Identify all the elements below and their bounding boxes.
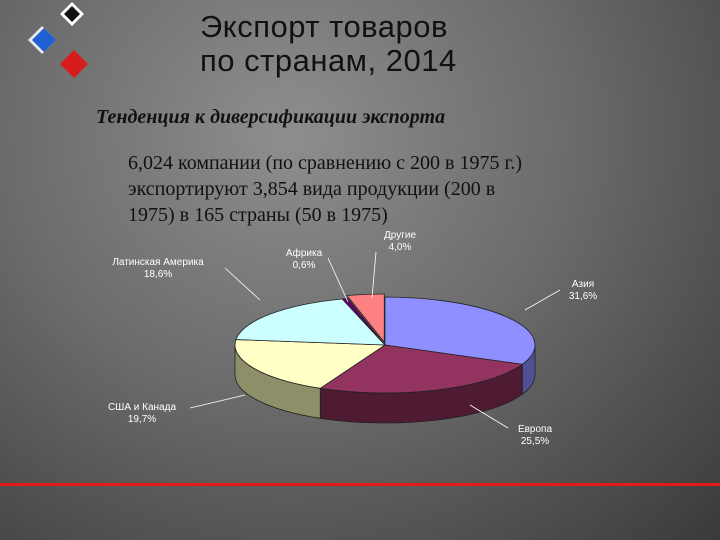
logo-red-diamond (60, 50, 88, 78)
slice-name-label-1: Европа (518, 424, 553, 435)
leader-line-4 (327, 257, 349, 303)
slice-name-label-4: Африка (286, 247, 323, 259)
leader-line-3 (224, 267, 261, 301)
page-title: Экспорт товаров по странам, 2014 (200, 10, 620, 78)
leader-line-1 (469, 404, 509, 429)
pie-slice-2 (234, 339, 387, 389)
slice-value-label-3: 18,6% (144, 269, 172, 280)
slice-value-label-4: 0,6% (293, 260, 316, 271)
logo-black-diamond (64, 6, 80, 22)
body-text: 6,024 компании (по сравнению с 200 в 197… (128, 150, 628, 228)
pie-slice-4 (341, 298, 386, 346)
title-line-2: по странам, 2014 (200, 43, 457, 78)
slice-value-label-5: 4,0% (389, 242, 412, 253)
logo-blue-diamond (32, 28, 56, 52)
slice-value-label-2: 19,7% (128, 414, 156, 425)
slice-name-label-2: США и Канада (108, 402, 177, 413)
slice-name-label-3: Латинская Америка (112, 257, 204, 268)
pie-slice-3 (235, 298, 386, 346)
bottom-accent-line (0, 483, 720, 486)
body-line-2: экспортируют 3,854 вида продукции (200 в (128, 178, 496, 200)
slice-value-label-1: 25,5% (521, 436, 549, 447)
leader-line-2 (189, 394, 246, 409)
leader-line-0 (524, 289, 561, 311)
slice-value-label-0: 31,6% (569, 291, 597, 302)
pie-tops (234, 293, 536, 394)
pie-slice-1 (319, 344, 524, 394)
subtitle: Тенденция к диверсификации экспорта (96, 106, 446, 128)
pie-slice-0 (384, 296, 536, 365)
title-line-1: Экспорт товаров (200, 9, 448, 44)
slice-name-label-5: Другие (384, 230, 416, 241)
pie-leaders (189, 251, 561, 429)
pie-slice-5 (346, 293, 385, 344)
body-line-3: 1975) в 165 страны (50 в 1975) (128, 204, 388, 226)
logo (28, 2, 88, 78)
slice-name-label-0: Азия (572, 279, 594, 290)
leader-line-5 (371, 251, 377, 299)
body-line-1: 6,024 компании (по сравнению с 200 в 197… (128, 152, 523, 174)
